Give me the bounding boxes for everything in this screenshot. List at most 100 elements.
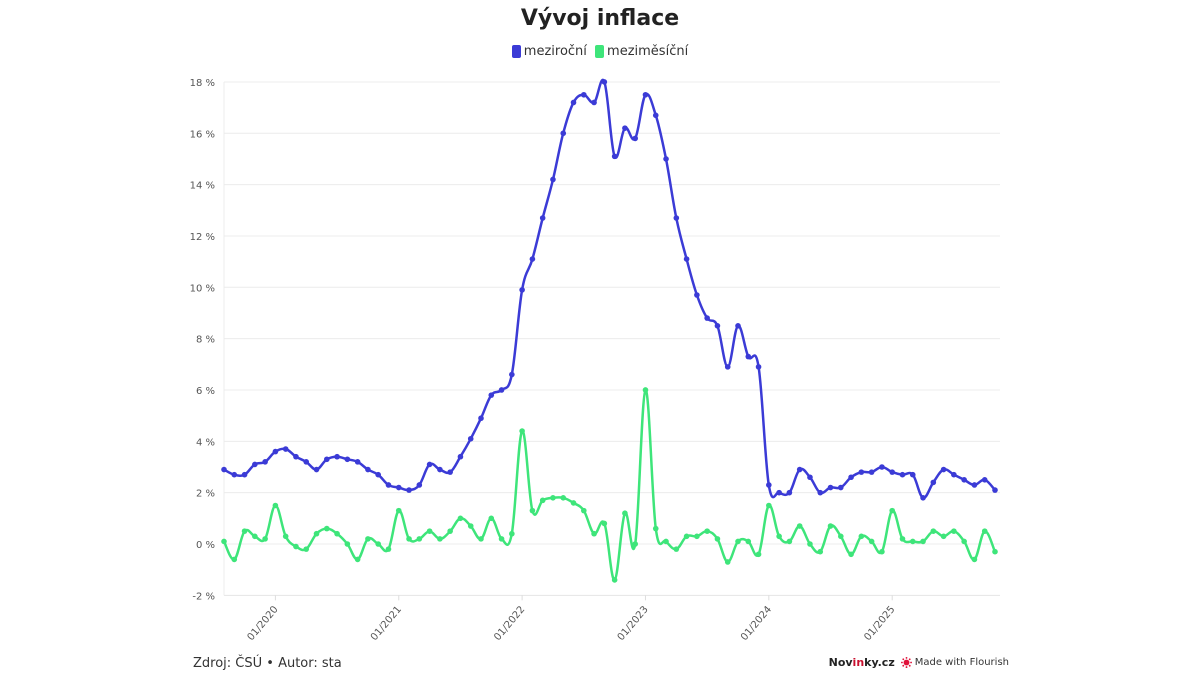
data-point[interactable] — [498, 387, 505, 393]
data-point[interactable] — [909, 471, 916, 478]
data-point[interactable] — [241, 471, 248, 478]
novinky-logo[interactable]: Novinky.cz — [829, 656, 895, 669]
data-point[interactable] — [879, 464, 885, 470]
data-point[interactable] — [385, 546, 392, 552]
data-point[interactable] — [426, 528, 433, 534]
data-point[interactable] — [652, 525, 659, 532]
data-point[interactable] — [324, 525, 330, 532]
data-point[interactable] — [745, 538, 752, 545]
data-point[interactable] — [807, 541, 813, 547]
data-point[interactable] — [252, 533, 258, 540]
data-point[interactable] — [899, 536, 906, 542]
data-point[interactable] — [838, 484, 844, 491]
data-point[interactable] — [375, 541, 382, 547]
data-point[interactable] — [766, 502, 772, 509]
data-point[interactable] — [981, 528, 988, 534]
data-point[interactable] — [550, 176, 556, 183]
data-point[interactable] — [303, 459, 310, 465]
data-point[interactable] — [889, 507, 895, 514]
data-point[interactable] — [683, 256, 690, 262]
data-point[interactable] — [519, 428, 525, 434]
data-point[interactable] — [252, 461, 258, 468]
data-point[interactable] — [550, 494, 556, 501]
data-point[interactable] — [509, 371, 515, 378]
data-point[interactable] — [282, 533, 289, 540]
data-point[interactable] — [611, 577, 618, 583]
data-point[interactable] — [694, 292, 700, 298]
data-point[interactable] — [570, 500, 577, 506]
data-point[interactable] — [478, 536, 484, 542]
data-point[interactable] — [344, 541, 351, 547]
data-point[interactable] — [920, 538, 926, 545]
legend-item-mom[interactable]: meziměsíční — [595, 44, 688, 59]
data-point[interactable] — [334, 453, 340, 460]
data-point[interactable] — [755, 364, 762, 370]
data-point[interactable] — [961, 538, 967, 545]
data-point[interactable] — [591, 530, 597, 537]
data-point[interactable] — [570, 99, 577, 106]
data-point[interactable] — [488, 392, 495, 398]
data-point[interactable] — [961, 477, 967, 483]
data-point[interactable] — [437, 536, 443, 542]
data-point[interactable] — [817, 548, 824, 555]
data-point[interactable] — [940, 466, 947, 473]
data-point[interactable] — [879, 548, 885, 555]
data-point[interactable] — [909, 538, 916, 545]
data-point[interactable] — [498, 536, 505, 542]
data-point[interactable] — [776, 533, 782, 540]
data-point[interactable] — [447, 469, 453, 475]
data-point[interactable] — [848, 551, 854, 558]
data-point[interactable] — [354, 459, 361, 465]
data-point[interactable] — [529, 507, 536, 514]
data-point[interactable] — [334, 530, 340, 537]
data-point[interactable] — [858, 469, 865, 475]
data-point[interactable] — [303, 546, 310, 552]
data-point[interactable] — [221, 466, 227, 473]
data-point[interactable] — [457, 515, 464, 522]
data-point[interactable] — [632, 541, 638, 547]
data-point[interactable] — [971, 482, 978, 488]
data-point[interactable] — [539, 497, 546, 504]
data-point[interactable] — [971, 556, 978, 563]
data-point[interactable] — [395, 484, 402, 491]
data-point[interactable] — [745, 353, 752, 360]
data-point[interactable] — [447, 528, 453, 534]
data-point[interactable] — [951, 471, 957, 478]
data-point[interactable] — [683, 533, 690, 540]
data-point[interactable] — [724, 364, 731, 370]
data-point[interactable] — [724, 559, 731, 565]
data-point[interactable] — [632, 135, 638, 142]
data-point[interactable] — [262, 459, 268, 465]
data-point[interactable] — [467, 435, 474, 442]
data-point[interactable] — [539, 215, 546, 221]
data-point[interactable] — [591, 99, 597, 106]
data-point[interactable] — [581, 91, 587, 98]
data-point[interactable] — [324, 456, 330, 463]
data-point[interactable] — [385, 482, 392, 488]
data-point[interactable] — [981, 477, 988, 483]
data-point[interactable] — [663, 538, 669, 545]
data-point[interactable] — [858, 533, 865, 540]
data-point[interactable] — [416, 536, 423, 542]
made-with-flourish-link[interactable]: Made with Flourish — [914, 657, 1009, 668]
data-point[interactable] — [221, 538, 227, 545]
data-point[interactable] — [272, 502, 279, 509]
data-point[interactable] — [642, 387, 649, 393]
data-point[interactable] — [704, 528, 710, 534]
data-point[interactable] — [951, 528, 957, 534]
data-point[interactable] — [313, 530, 320, 537]
data-point[interactable] — [735, 323, 741, 329]
data-point[interactable] — [622, 125, 628, 131]
data-point[interactable] — [437, 466, 443, 473]
data-point[interactable] — [704, 315, 710, 321]
data-point[interactable] — [817, 489, 824, 496]
data-point[interactable] — [899, 471, 906, 478]
data-point[interactable] — [365, 466, 371, 473]
data-point[interactable] — [457, 453, 464, 460]
data-point[interactable] — [776, 489, 782, 496]
data-point[interactable] — [920, 494, 926, 501]
legend-item-yoy[interactable]: meziroční — [511, 44, 587, 59]
data-point[interactable] — [313, 466, 320, 473]
data-point[interactable] — [694, 533, 700, 540]
data-point[interactable] — [940, 533, 947, 540]
